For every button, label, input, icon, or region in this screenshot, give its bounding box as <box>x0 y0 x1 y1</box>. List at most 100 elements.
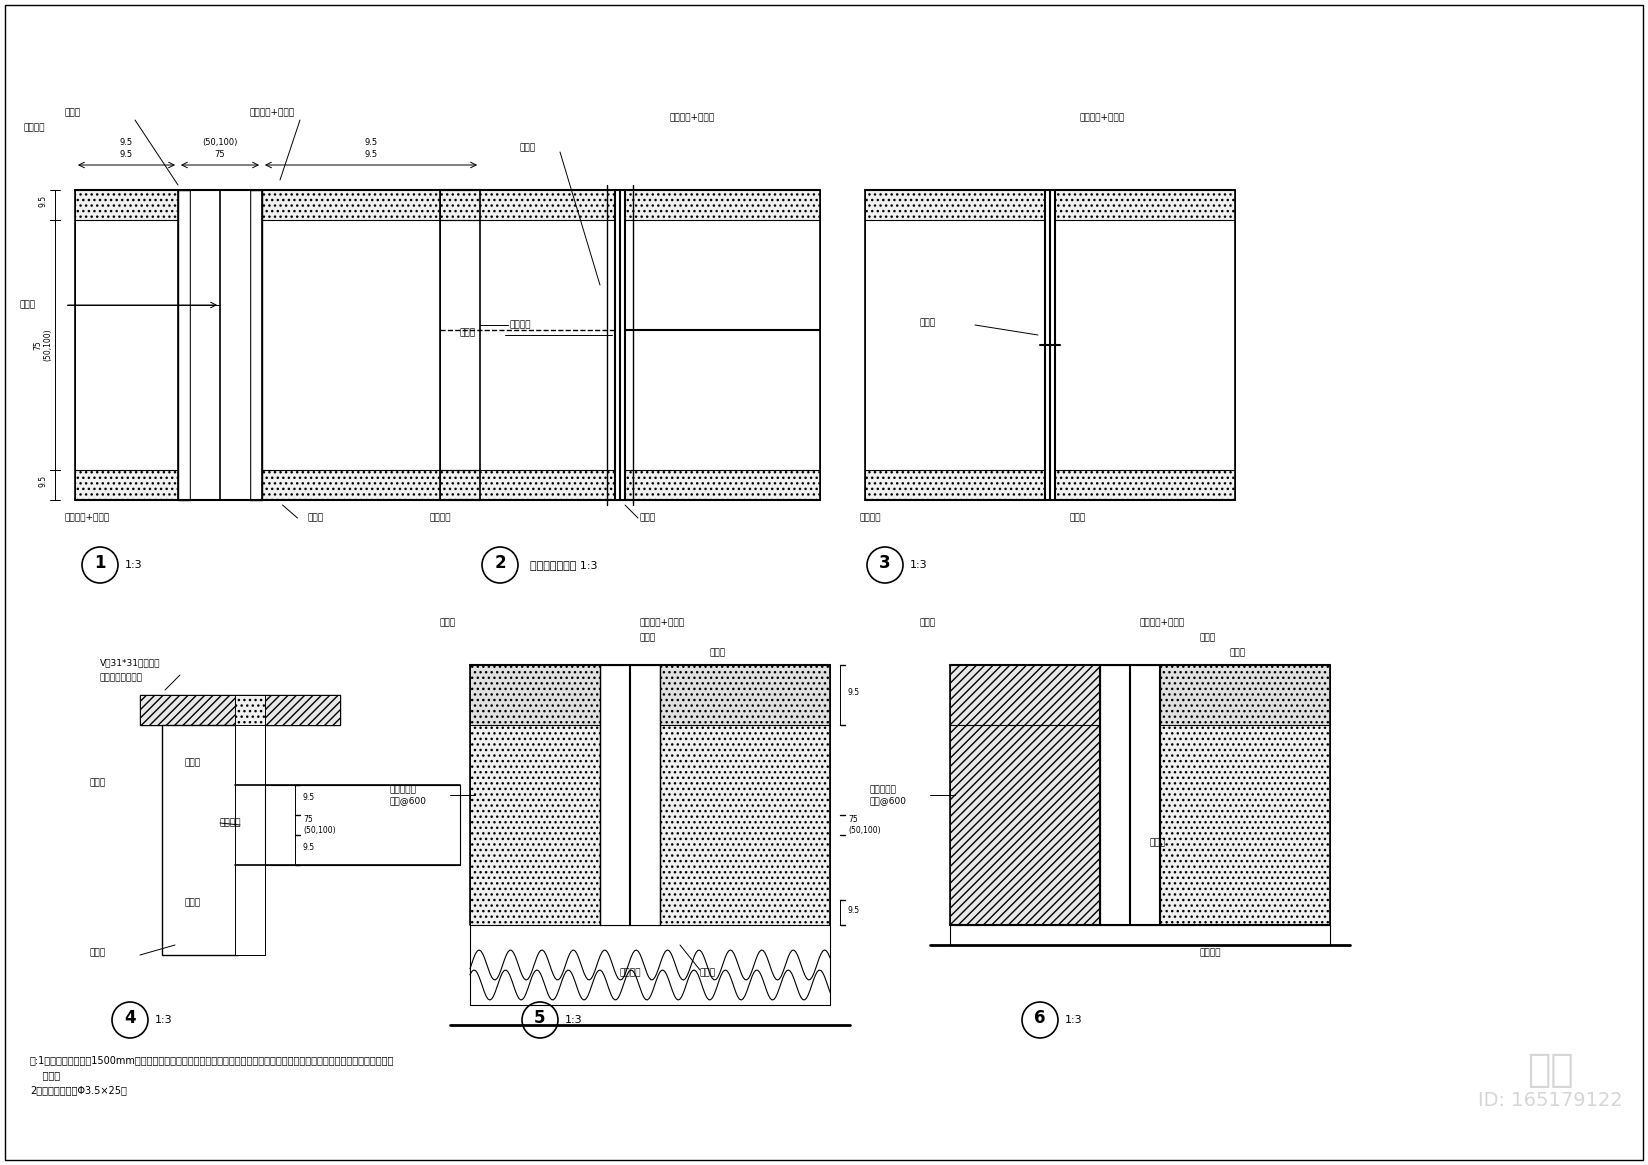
Bar <box>625 220 821 469</box>
Bar <box>470 925 831 1005</box>
Text: 隔音棉: 隔音棉 <box>521 143 536 151</box>
Text: 石膏板: 石膏板 <box>639 513 656 522</box>
Text: 75
(50,100): 75 (50,100) <box>33 329 53 361</box>
Bar <box>265 785 460 864</box>
Bar <box>949 925 1330 945</box>
Bar <box>262 190 480 220</box>
Text: 石膏板: 石膏板 <box>1070 513 1086 522</box>
Text: 接缝纸带+嵌缝膏: 接缝纸带+嵌缝膏 <box>671 113 715 122</box>
Text: 接缝纸带+嵌缝膏: 接缝纸带+嵌缝膏 <box>250 108 295 116</box>
Text: ID: 165179122: ID: 165179122 <box>1478 1090 1622 1109</box>
Bar <box>76 190 178 220</box>
Bar <box>440 220 615 469</box>
Text: 1:3: 1:3 <box>155 1015 173 1025</box>
Text: 密封胶: 密封胶 <box>1150 838 1167 847</box>
Bar <box>625 190 821 220</box>
Text: 9.5: 9.5 <box>364 137 377 147</box>
Text: V型31*31金属护角: V型31*31金属护角 <box>101 658 160 668</box>
Bar <box>659 665 831 725</box>
Text: 1:3: 1:3 <box>125 560 143 570</box>
Text: 1: 1 <box>94 555 105 572</box>
Text: 75: 75 <box>214 150 226 158</box>
Bar <box>140 696 339 725</box>
Text: 2: 2 <box>494 555 506 572</box>
Text: 9.5: 9.5 <box>849 906 860 915</box>
Bar <box>659 665 831 925</box>
Text: 9.5: 9.5 <box>303 843 315 852</box>
Text: 竖龙骨: 竖龙骨 <box>1200 633 1216 642</box>
Text: 白攻螺钉: 白攻螺钉 <box>860 513 882 522</box>
Text: 接缝膏: 接缝膏 <box>920 617 936 627</box>
Text: 9.5: 9.5 <box>38 195 48 207</box>
Text: 石膏板: 石膏板 <box>1229 648 1246 657</box>
Text: 轻龙骨: 轻龙骨 <box>185 898 201 908</box>
Text: 条，门顶置顶置平: 条，门顶置顶置平 <box>101 673 143 682</box>
Text: 隔音棉: 隔音棉 <box>700 968 717 977</box>
Text: 1:3: 1:3 <box>910 560 928 570</box>
Bar <box>140 696 339 725</box>
Text: 接缝纸带+嵌缝膏: 接缝纸带+嵌缝膏 <box>1079 113 1126 122</box>
Text: 知末: 知末 <box>1526 1051 1574 1089</box>
Text: 9.5: 9.5 <box>364 150 377 158</box>
Text: 拼花。: 拼花。 <box>30 1069 59 1080</box>
Text: 石膏板: 石膏板 <box>308 513 323 522</box>
Text: 6: 6 <box>1035 1009 1046 1028</box>
Bar <box>250 190 262 500</box>
Bar <box>625 469 821 500</box>
Bar <box>600 665 659 925</box>
Bar <box>236 725 265 955</box>
Text: 轻龙骨: 轻龙骨 <box>185 758 201 767</box>
Bar <box>440 469 615 500</box>
Text: 注:1、龙骨竖龙骨大于1500mm或有较高质量要求，工程处应增板龙骨数，并作空腔内填充隔音棉，若有弧形，正凹凸曲板好反进凹: 注:1、龙骨竖龙骨大于1500mm或有较高质量要求，工程处应增板龙骨数，并作空腔… <box>30 1055 394 1065</box>
Text: 9.5: 9.5 <box>120 150 133 158</box>
Bar <box>470 665 600 725</box>
Bar <box>265 835 460 864</box>
Text: 接缝纸带+嵌缝膏: 接缝纸带+嵌缝膏 <box>64 513 110 522</box>
Text: 竖龙骨: 竖龙骨 <box>460 329 476 337</box>
Bar <box>1055 220 1234 469</box>
Text: 接缝纸带+嵌缝膏: 接缝纸带+嵌缝膏 <box>1140 617 1185 627</box>
Bar <box>865 190 1045 220</box>
Text: 75
(50,100): 75 (50,100) <box>849 816 880 834</box>
Bar <box>1160 665 1330 725</box>
Text: 轻龙骨: 轻龙骨 <box>920 318 936 327</box>
Text: 膨胀螺栓或
射钉@600: 膨胀螺栓或 射钉@600 <box>870 785 906 805</box>
Bar <box>1099 665 1160 925</box>
Bar <box>236 696 265 955</box>
Text: 自攻螺钉: 自攻螺钉 <box>620 968 641 977</box>
Text: (50,100): (50,100) <box>203 137 237 147</box>
Bar <box>262 469 480 500</box>
Text: 1:3: 1:3 <box>1065 1015 1083 1025</box>
Bar <box>76 220 178 469</box>
Text: 嵌缝膏: 嵌缝膏 <box>440 617 456 627</box>
Text: 轻龙骨: 轻龙骨 <box>20 301 36 310</box>
Text: 嵌缝膏: 嵌缝膏 <box>64 108 81 116</box>
Text: 饰缝膏: 饰缝膏 <box>91 778 105 788</box>
Bar <box>162 725 237 955</box>
Text: 5: 5 <box>534 1009 545 1028</box>
Bar <box>1055 190 1234 220</box>
Bar <box>76 469 178 500</box>
Text: 9.5: 9.5 <box>120 137 133 147</box>
Text: 石膏板: 石膏板 <box>91 948 105 956</box>
Text: 75
(50,100): 75 (50,100) <box>303 816 336 834</box>
Text: 膨胀螺栓或
射钉@600: 膨胀螺栓或 射钉@600 <box>391 785 427 805</box>
Text: 9.5: 9.5 <box>303 793 315 802</box>
Bar <box>262 220 480 469</box>
Bar <box>949 665 1099 925</box>
Text: 三攻螺钉: 三攻螺钉 <box>219 818 242 827</box>
Text: 9.5: 9.5 <box>38 475 48 487</box>
Text: 接缝纸带+嵌缝膏: 接缝纸带+嵌缝膏 <box>639 617 686 627</box>
Text: 三攻螺钉: 三攻螺钉 <box>1200 948 1221 956</box>
Bar <box>1055 469 1234 500</box>
Text: 9.5: 9.5 <box>849 689 860 697</box>
Text: 自攻螺钉: 自攻螺钉 <box>509 320 532 330</box>
Text: 3: 3 <box>878 555 892 572</box>
Bar <box>1160 665 1330 925</box>
Text: 自攻螺钉: 自攻螺钉 <box>23 123 44 132</box>
Text: 2、自攻螺钉采用Φ3.5×25。: 2、自攻螺钉采用Φ3.5×25。 <box>30 1085 127 1095</box>
Bar <box>470 665 600 925</box>
Text: 白攻螺钉: 白攻螺钉 <box>430 513 452 522</box>
Text: 石膏板: 石膏板 <box>710 648 727 657</box>
Text: 石膏板水平接缝 1:3: 石膏板水平接缝 1:3 <box>531 560 598 570</box>
